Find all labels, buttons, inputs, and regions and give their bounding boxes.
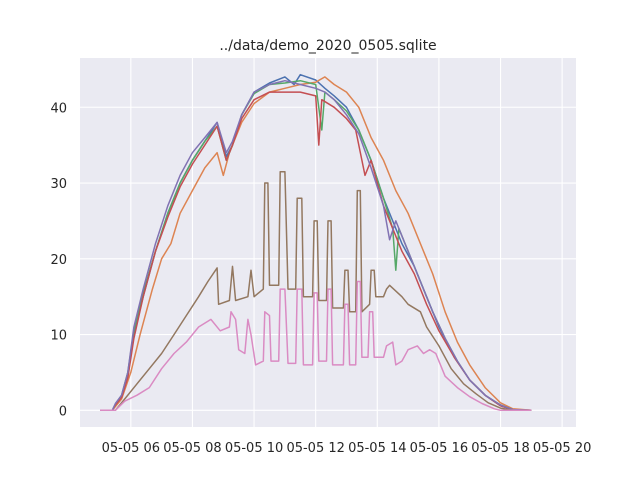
x-tick-label: 05-05 18 [471, 441, 529, 456]
series-group [100, 73, 532, 412]
x-tick-label: 05-05 06 [102, 441, 160, 456]
y-tick-label: 40 [50, 101, 67, 116]
series-line-6 [100, 170, 532, 412]
series-line-2 [100, 76, 532, 412]
y-axis: 0 10 20 30 40 [50, 101, 67, 419]
y-tick-label: 20 [50, 253, 67, 268]
x-tick-label: 05-05 08 [163, 441, 221, 456]
series-line-4 [100, 91, 532, 412]
x-tick-label: 05-05 14 [348, 441, 406, 456]
y-tick-label: 0 [59, 404, 67, 419]
y-tick-label: 10 [50, 329, 67, 344]
y-tick-label: 30 [50, 177, 67, 192]
x-tick-label: 05-05 16 [410, 441, 468, 456]
series-line-5 [100, 79, 532, 412]
chart-title: ../data/demo_2020_0505.sqlite [219, 38, 436, 54]
x-tick-label: 05-05 10 [225, 441, 283, 456]
x-axis: 05-05 06 05-05 08 05-05 10 05-05 12 05-05 14… [102, 441, 592, 456]
x-tick-label: 05-05 12 [286, 441, 344, 456]
series-line-7 [100, 280, 532, 412]
x-tick-label: 05-05 20 [533, 441, 591, 456]
